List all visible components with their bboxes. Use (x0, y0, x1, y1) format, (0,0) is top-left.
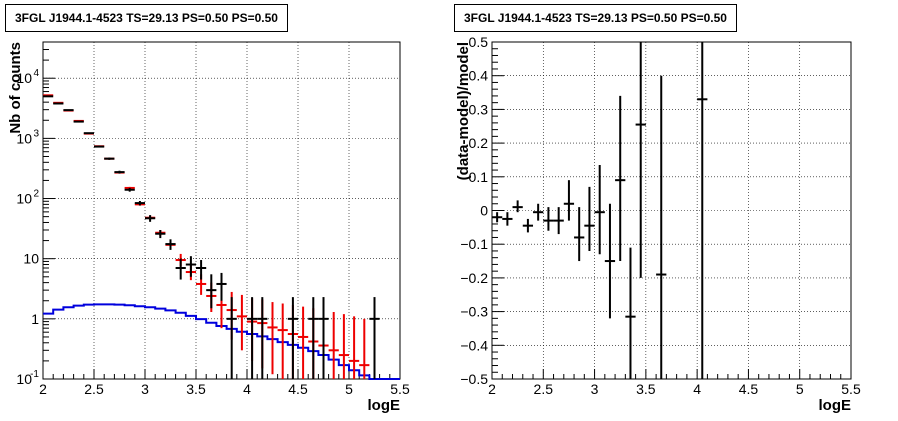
model-histogram-line (43, 303, 400, 380)
y-tick-label: 1 (31, 311, 39, 327)
right-chart-title: 3FGL J1944.1-4523 TS=29.13 PS=0.50 PS=0.… (454, 4, 737, 32)
x-axis-label: logE (368, 397, 401, 414)
x-axis-label: logE (819, 397, 852, 414)
y-tick-label: 0.1 (469, 169, 489, 185)
plot-frame (491, 41, 852, 380)
right-panel-residuals: 2 2.5 3 3.5 4 4.5 5 5.5 −0.5 −0.4 −0.3 −0.2 −0.1 0 0.1… (455, 34, 861, 414)
x-tick-label: 2 (39, 381, 47, 397)
x-tick-label: 5 (796, 381, 804, 397)
x-tick-label: 2.5 (84, 381, 104, 397)
x-tick-label: 5 (345, 381, 353, 397)
y-tick-label: −0.2 (460, 270, 488, 286)
y-tick-label: −0.4 (460, 337, 488, 353)
y-tick-exponent: 4 (33, 68, 39, 79)
x-tick-label: 4 (243, 381, 251, 397)
x-tick-label: 4.5 (739, 381, 759, 397)
y-tick-label: 10 (16, 70, 32, 86)
y-tick-label: 0.5 (469, 34, 489, 50)
x-tick-label: 3 (141, 381, 149, 397)
x-tick-label: 3 (591, 381, 599, 397)
x-tick-label: 2.5 (534, 381, 554, 397)
y-tick-label: 0 (480, 203, 488, 219)
y-axis-label: Nb of counts (7, 42, 24, 134)
y-tick-exponent: 3 (33, 128, 39, 139)
y-tick-exponent: -1 (30, 369, 39, 380)
x-tick-label: 2 (488, 381, 496, 397)
x-tick-label: 3.5 (636, 381, 656, 397)
plot-frame (42, 41, 401, 380)
y-tick-label: 10 (23, 251, 39, 267)
y-tick-label: 0.2 (469, 135, 489, 151)
y-tick-exponent: 2 (33, 189, 39, 200)
y-tick-label: 10 (16, 130, 32, 146)
x-tick-label: 5.5 (390, 381, 410, 397)
y-tick-label: −0.5 (460, 371, 488, 387)
y-axis-label: (data-model)/model (455, 42, 472, 180)
x-tick-label: 4 (693, 381, 701, 397)
y-tick-label: −0.3 (460, 304, 488, 320)
y-tick-label: 0.3 (469, 101, 489, 117)
y-tick-label: 10 (16, 191, 32, 207)
x-tick-label: 4.5 (288, 381, 308, 397)
y-tick-label: 10 (16, 371, 32, 387)
left-chart-title: 3FGL J1944.1-4523 TS=29.13 PS=0.50 PS=0.… (5, 4, 288, 32)
y-tick-label: 0.4 (469, 68, 489, 84)
y-tick-label: −0.1 (460, 236, 488, 252)
x-tick-label: 5.5 (841, 381, 861, 397)
x-tick-label: 3.5 (186, 381, 206, 397)
